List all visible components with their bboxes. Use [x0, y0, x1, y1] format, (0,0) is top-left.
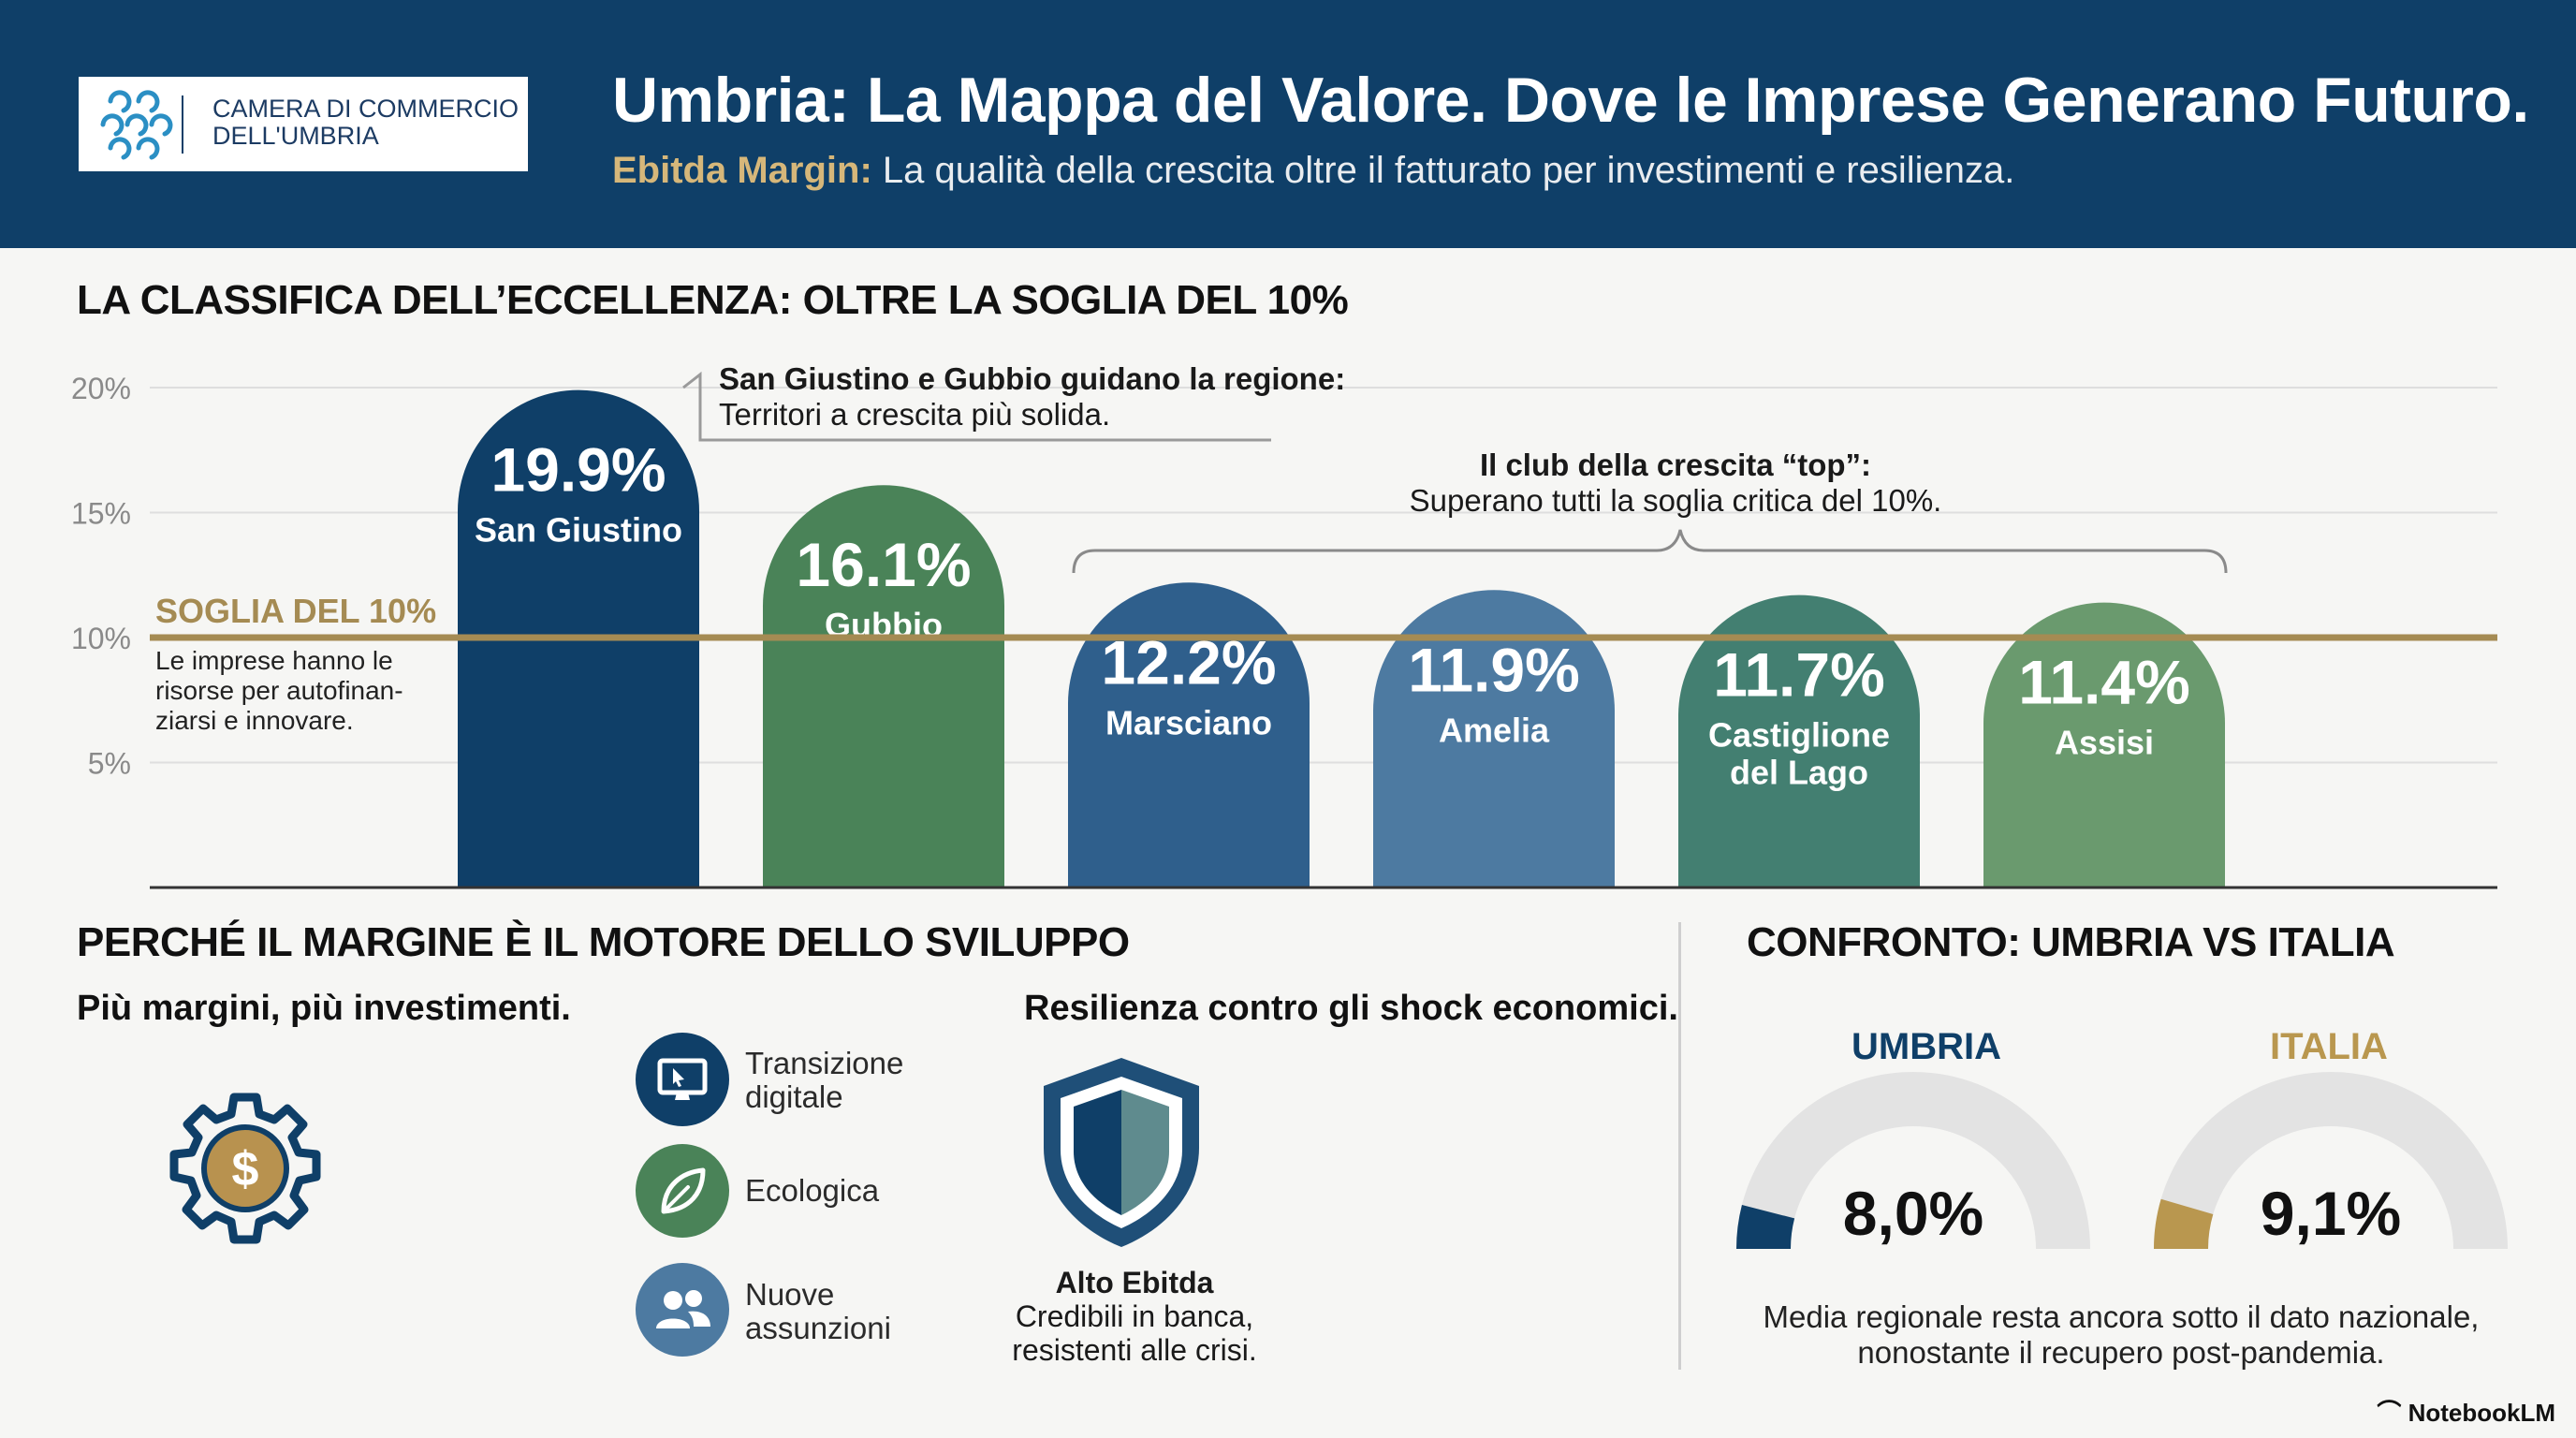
shield-caption: Alto Ebitda Credibili in banca, resisten…	[947, 1266, 1322, 1367]
bar-value-label: 19.9%	[490, 435, 666, 505]
callout-leaders-text: Territori a crescita più solida.	[719, 397, 1111, 432]
logo-text: CAMERA DI COMMERCIO DELL'UMBRIA	[212, 95, 519, 150]
leaf-icon	[661, 1167, 706, 1214]
logo-divider	[182, 95, 183, 154]
callout-leaders-bracket	[682, 371, 1271, 442]
callout-top-club-brace	[1072, 529, 2228, 574]
shield-caption-line: Credibili in banca,	[1015, 1299, 1254, 1333]
brand-icon: ⌒	[2377, 1399, 2408, 1427]
callout-top-club-text: Superano tutti la soglia critica del 10%…	[1409, 483, 1942, 518]
ranking-section-title: LA CLASSIFICA DELL’ECCELLENZA: OLTRE LA …	[77, 277, 1349, 323]
italia-gauge-track	[2154, 1072, 2508, 1250]
gear-dollar-icon: $	[169, 1093, 321, 1244]
item-label-line: Ecologica	[745, 1173, 880, 1208]
header-banner: CAMERA DI COMMERCIO DELL'UMBRIA Umbria: …	[0, 0, 2576, 248]
bar	[763, 485, 1004, 888]
hiring-item-label: Nuove assunzioni	[745, 1278, 891, 1345]
item-label-line: Nuove	[745, 1277, 835, 1312]
shield-caption-line: resistenti alle crisi.	[1012, 1333, 1257, 1367]
italia-value: 9,1%	[2260, 1179, 2402, 1248]
engine-section-title: PERCHÉ IL MARGINE È IL MOTORE DELLO SVIL…	[77, 919, 1130, 965]
investments-subtitle: Più margini, più investimenti.	[77, 989, 571, 1028]
bar-value-label: 11.9%	[1408, 635, 1580, 704]
bar-chart: 5%10%15%20%19.9%San Giustino 16.1%Gubbio1…	[71, 371, 2497, 889]
y-tick-label: 10%	[71, 622, 131, 655]
resilience-subtitle: Resilienza contro gli shock economici.	[1024, 989, 1678, 1028]
bar	[1678, 594, 1920, 888]
people-icon	[656, 1290, 710, 1328]
page-subtitle: Ebitda Margin: La qualità della crescita…	[612, 150, 2014, 192]
italia-label: ITALIA	[2270, 1026, 2388, 1067]
threshold-title: SOGLIA DEL 10%	[155, 592, 437, 630]
callout-top-club-title: Il club della crescita “top”:	[1479, 448, 1872, 482]
item-label-line: digitale	[745, 1079, 843, 1114]
shield-caption-title: Alto Ebitda	[1055, 1266, 1214, 1299]
threshold-desc-line: risorse per autofinan-	[155, 676, 403, 705]
item-label-line: assunzioni	[745, 1311, 891, 1345]
page-title: Umbria: La Mappa del Valore. Dove le Imp…	[612, 65, 2529, 136]
callout-leaders-title: San Giustino e Gubbio guidano la regione…	[719, 361, 1346, 396]
bar-category-label: Castiglione	[1708, 716, 1890, 755]
threshold-desc-line: ziarsi e innovare.	[155, 706, 354, 735]
bar-value-label: 11.7%	[1713, 640, 1885, 710]
comparison-note: Media regionale resta ancora sotto il da…	[1747, 1299, 2496, 1371]
bar	[1068, 582, 1310, 888]
bar-category-label: del Lago	[1730, 754, 1868, 792]
bar	[1983, 602, 2225, 888]
italia-gauge-fill	[2154, 1198, 2214, 1250]
comparison-note-line: nonostante il recupero post-pandemia.	[1857, 1335, 2385, 1370]
subtitle-text: La qualità della crescita oltre il fattu…	[871, 150, 2015, 191]
threshold-description: Le imprese hanno le risorse per autofina…	[155, 646, 403, 736]
digital-item-circle	[636, 1033, 729, 1126]
ecology-item-label: Ecologica	[745, 1174, 879, 1208]
chamber-logo-icon	[100, 90, 173, 160]
umbria-gauge-track	[1736, 1072, 2090, 1250]
y-tick-label: 20%	[71, 372, 131, 405]
umbria-gauge-fill	[1736, 1204, 1795, 1250]
y-tick-label: 15%	[71, 497, 131, 531]
ecology-item-circle	[636, 1144, 729, 1238]
monitor-icon	[657, 1058, 708, 1100]
svg-text:$: $	[232, 1142, 259, 1196]
bar-value-label: 16.1%	[796, 530, 971, 599]
logo: CAMERA DI COMMERCIO DELL'UMBRIA	[79, 77, 528, 171]
shield-icon	[1044, 1058, 1199, 1247]
logo-line-1: CAMERA DI COMMERCIO	[212, 95, 520, 123]
bar-category-label: Marsciano	[1105, 703, 1272, 741]
bar	[1373, 590, 1615, 888]
callout-leaders: San Giustino e Gubbio guidano la regione…	[719, 361, 1345, 433]
digital-item-label: Transizione digitale	[745, 1047, 903, 1114]
y-tick-label: 5%	[88, 747, 131, 781]
bar-category-label: Amelia	[1439, 711, 1550, 749]
item-label-line: Transizione	[745, 1046, 904, 1080]
section-divider	[1678, 922, 1681, 1370]
umbria-value: 8,0%	[1842, 1179, 1984, 1248]
hiring-item-circle	[636, 1263, 729, 1357]
callout-top-club: Il club della crescita “top”: Superano t…	[1301, 448, 2050, 519]
comparison-note-line: Media regionale resta ancora sotto il da…	[1763, 1299, 2480, 1334]
logo-line-2: DELL'UMBRIA	[212, 122, 379, 150]
umbria-label: UMBRIA	[1852, 1026, 2001, 1067]
notebooklm-brand: ⌒ NotebookLM	[2377, 1394, 2555, 1429]
bar-category-label: San Giustino	[475, 511, 682, 550]
brand-text: NotebookLM	[2408, 1399, 2555, 1427]
bar-value-label: 11.4%	[2018, 648, 2190, 717]
comparison-section-title: CONFRONTO: UMBRIA VS ITALIA	[1747, 919, 2395, 965]
threshold-desc-line: Le imprese hanno le	[155, 646, 393, 675]
bar-category-label: Assisi	[2055, 724, 2154, 762]
subtitle-highlight: Ebitda Margin:	[612, 150, 872, 191]
